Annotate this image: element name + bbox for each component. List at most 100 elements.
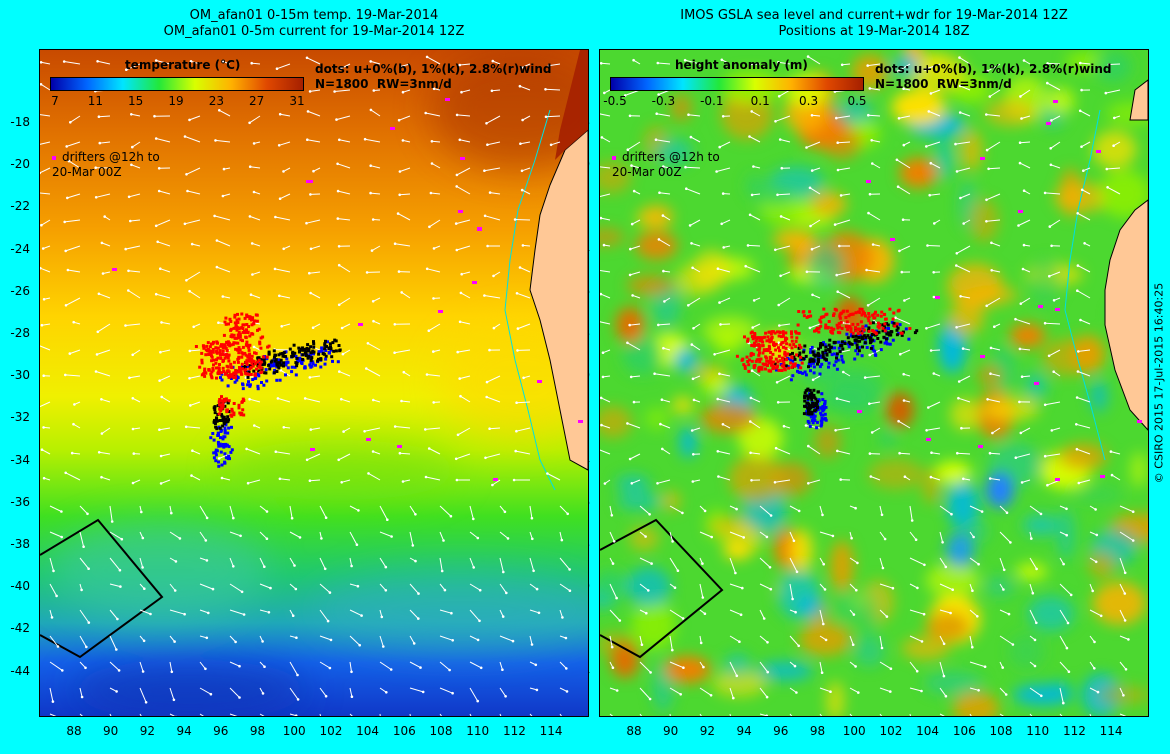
current-vector — [747, 244, 761, 247]
current-vector — [1119, 557, 1126, 573]
current-vector — [398, 115, 411, 121]
current-vector — [1049, 219, 1061, 228]
particle-dot — [215, 349, 219, 353]
particle-dot — [314, 363, 317, 367]
particle-dot — [227, 454, 231, 458]
current-vector — [600, 193, 611, 198]
particle-dot — [810, 391, 814, 395]
particle-dot — [311, 349, 315, 353]
current-vector — [629, 271, 641, 276]
current-vector — [986, 114, 1001, 117]
current-vector — [806, 141, 821, 148]
current-vector — [686, 188, 701, 195]
current-vector — [157, 241, 171, 247]
particle-dot — [757, 353, 761, 357]
particle-dot — [860, 331, 864, 335]
particle-dot — [267, 363, 271, 367]
current-vector — [1020, 427, 1031, 434]
particle-dot — [831, 328, 835, 332]
particle-dot — [808, 425, 812, 428]
particle-dot — [240, 367, 244, 371]
current-vector — [199, 687, 212, 695]
particle-dot — [873, 330, 877, 334]
particle-dot — [217, 400, 221, 404]
particle-dot — [233, 336, 237, 340]
current-vector — [692, 267, 701, 273]
particle-dot — [278, 378, 282, 382]
current-vector — [609, 713, 614, 716]
drifter-marker — [460, 157, 465, 160]
current-vector — [849, 687, 859, 694]
particle-dot — [273, 355, 276, 359]
particle-dot — [249, 373, 253, 376]
particle-dot — [247, 345, 251, 349]
particle-dot — [827, 320, 831, 323]
current-vector — [215, 139, 231, 143]
current-vector — [550, 141, 561, 146]
particle-dot — [293, 351, 297, 355]
particle-dot — [236, 348, 240, 352]
particle-dot — [250, 354, 254, 358]
particle-dot — [224, 456, 228, 460]
current-vector — [1119, 635, 1129, 640]
particle-dot — [814, 353, 818, 357]
particle-dot — [741, 357, 745, 361]
current-vector — [655, 139, 671, 143]
current-vector — [460, 292, 471, 299]
current-vector — [517, 323, 531, 330]
particle-dot — [293, 365, 297, 369]
current-vector — [639, 635, 643, 645]
particle-dot — [862, 334, 866, 338]
particle-dot — [215, 376, 218, 380]
particle-dot — [811, 350, 815, 354]
particle-dot — [816, 351, 820, 355]
particle-dot — [241, 323, 245, 327]
particle-dot — [805, 410, 809, 414]
current-vector — [310, 427, 321, 431]
current-vector — [899, 452, 911, 455]
current-vector — [699, 687, 712, 696]
drifter-marker — [890, 238, 895, 241]
particle-dot — [768, 355, 772, 359]
particle-dot — [764, 355, 768, 359]
particle-dot — [768, 358, 772, 362]
particle-dot — [214, 453, 218, 457]
current-vector — [246, 448, 261, 455]
current-vector — [775, 245, 791, 251]
particle-dot — [781, 340, 785, 344]
particle-dot — [814, 329, 818, 333]
particle-dot — [311, 362, 315, 366]
drifter-positions — [857, 100, 1142, 481]
current-vector — [97, 323, 111, 333]
particle-dot — [847, 340, 851, 344]
current-vector — [960, 193, 971, 199]
particle-dot — [268, 367, 272, 371]
current-vector — [79, 661, 86, 669]
current-vector — [808, 445, 821, 455]
particle-dot — [820, 423, 824, 427]
particle-dot — [811, 421, 815, 425]
particle-dot — [816, 362, 819, 366]
current-vector — [337, 163, 351, 169]
colorbar-tick-label: 0.1 — [750, 94, 770, 108]
current-vector — [775, 447, 791, 455]
particle-dot — [864, 337, 868, 341]
current-vector — [836, 398, 851, 403]
particle-dot — [824, 345, 828, 349]
current-vector — [969, 661, 986, 668]
current-vector — [159, 375, 171, 382]
particle-dot — [298, 356, 302, 360]
particle-dot — [772, 341, 776, 345]
particle-dot — [772, 364, 776, 368]
current-vector — [939, 687, 947, 697]
particle-dot — [827, 348, 831, 351]
longitude-label: 108 — [989, 724, 1013, 738]
particle-dot — [294, 355, 298, 358]
current-vector — [627, 342, 641, 351]
particle-dot — [223, 344, 227, 348]
particle-dot — [854, 329, 858, 333]
particle-dot — [325, 345, 328, 348]
particle-dot — [807, 403, 811, 407]
current-vector — [521, 63, 531, 69]
particle-dot — [811, 405, 815, 409]
